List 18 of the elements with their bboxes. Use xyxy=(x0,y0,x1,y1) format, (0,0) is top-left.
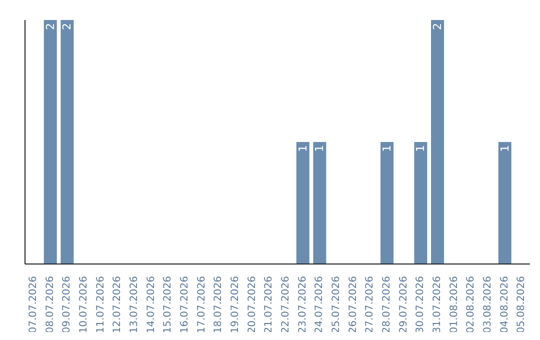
x-tick-label: 19.07.2026 xyxy=(230,276,241,334)
x-tick-label: 11.07.2026 xyxy=(95,276,106,334)
data-label: 1 xyxy=(380,145,394,152)
x-tick-label: 17.07.2026 xyxy=(196,276,208,334)
data-label: 2 xyxy=(431,23,444,30)
data-label: 1 xyxy=(414,145,428,152)
x-tick-label: 14.07.2026 xyxy=(146,276,157,334)
x-tick-label: 12.07.2026 xyxy=(112,276,124,334)
data-label: 1 xyxy=(296,145,310,152)
x-tick-label: 18.07.2026 xyxy=(213,276,224,334)
data-label: 1 xyxy=(498,145,512,152)
x-tick-label: 16.07.2026 xyxy=(179,276,190,334)
x-tick-label: 13.07.2026 xyxy=(128,276,140,334)
data-label: 2 xyxy=(60,23,74,30)
x-tick-label: 10.07.2026 xyxy=(78,276,90,334)
x-tick-label: 15.07.2026 xyxy=(162,276,174,334)
data-label: 2 xyxy=(44,23,57,30)
data-label: 1 xyxy=(313,145,326,152)
